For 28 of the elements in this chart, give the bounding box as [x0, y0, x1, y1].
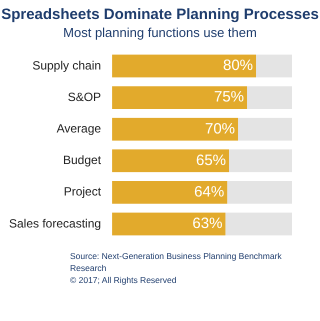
bar: [227, 181, 292, 204]
text: © 2017; All Rights Reserved: [70, 274, 178, 286]
y-tick-label: Budget: [63, 153, 102, 168]
data-label: 80%: [222, 57, 254, 74]
bar: [112, 181, 228, 204]
bar: [112, 212, 226, 236]
bar: [112, 54, 256, 78]
y-tick-label: Project: [64, 184, 102, 199]
data-label: 63%: [192, 215, 222, 232]
y-tick-label: Supply chain: [32, 58, 102, 72]
chart-title: Spreadsheets Dominate Planning Processes: [0, 5, 320, 23]
bar: [247, 86, 292, 109]
y-tick-label: Sales forecasting: [8, 216, 102, 230]
bar: [225, 212, 292, 236]
bar: [112, 86, 248, 109]
source-note: Source: Next-Generation Business Planning Benchmark Research: [70, 250, 283, 274]
bar: [112, 118, 238, 141]
bar: [256, 54, 292, 78]
data-label: 64%: [194, 184, 224, 201]
bar: [238, 118, 292, 141]
bar: [229, 149, 292, 172]
data-label: 70%: [204, 120, 236, 138]
chart-subtitle: Most planning functions use them: [62, 25, 258, 40]
bar: [112, 149, 230, 172]
data-label: 65%: [196, 152, 226, 169]
data-label: 75%: [214, 88, 244, 106]
y-tick-label: Average: [56, 122, 102, 136]
y-tick-label: S&OP: [68, 90, 102, 104]
